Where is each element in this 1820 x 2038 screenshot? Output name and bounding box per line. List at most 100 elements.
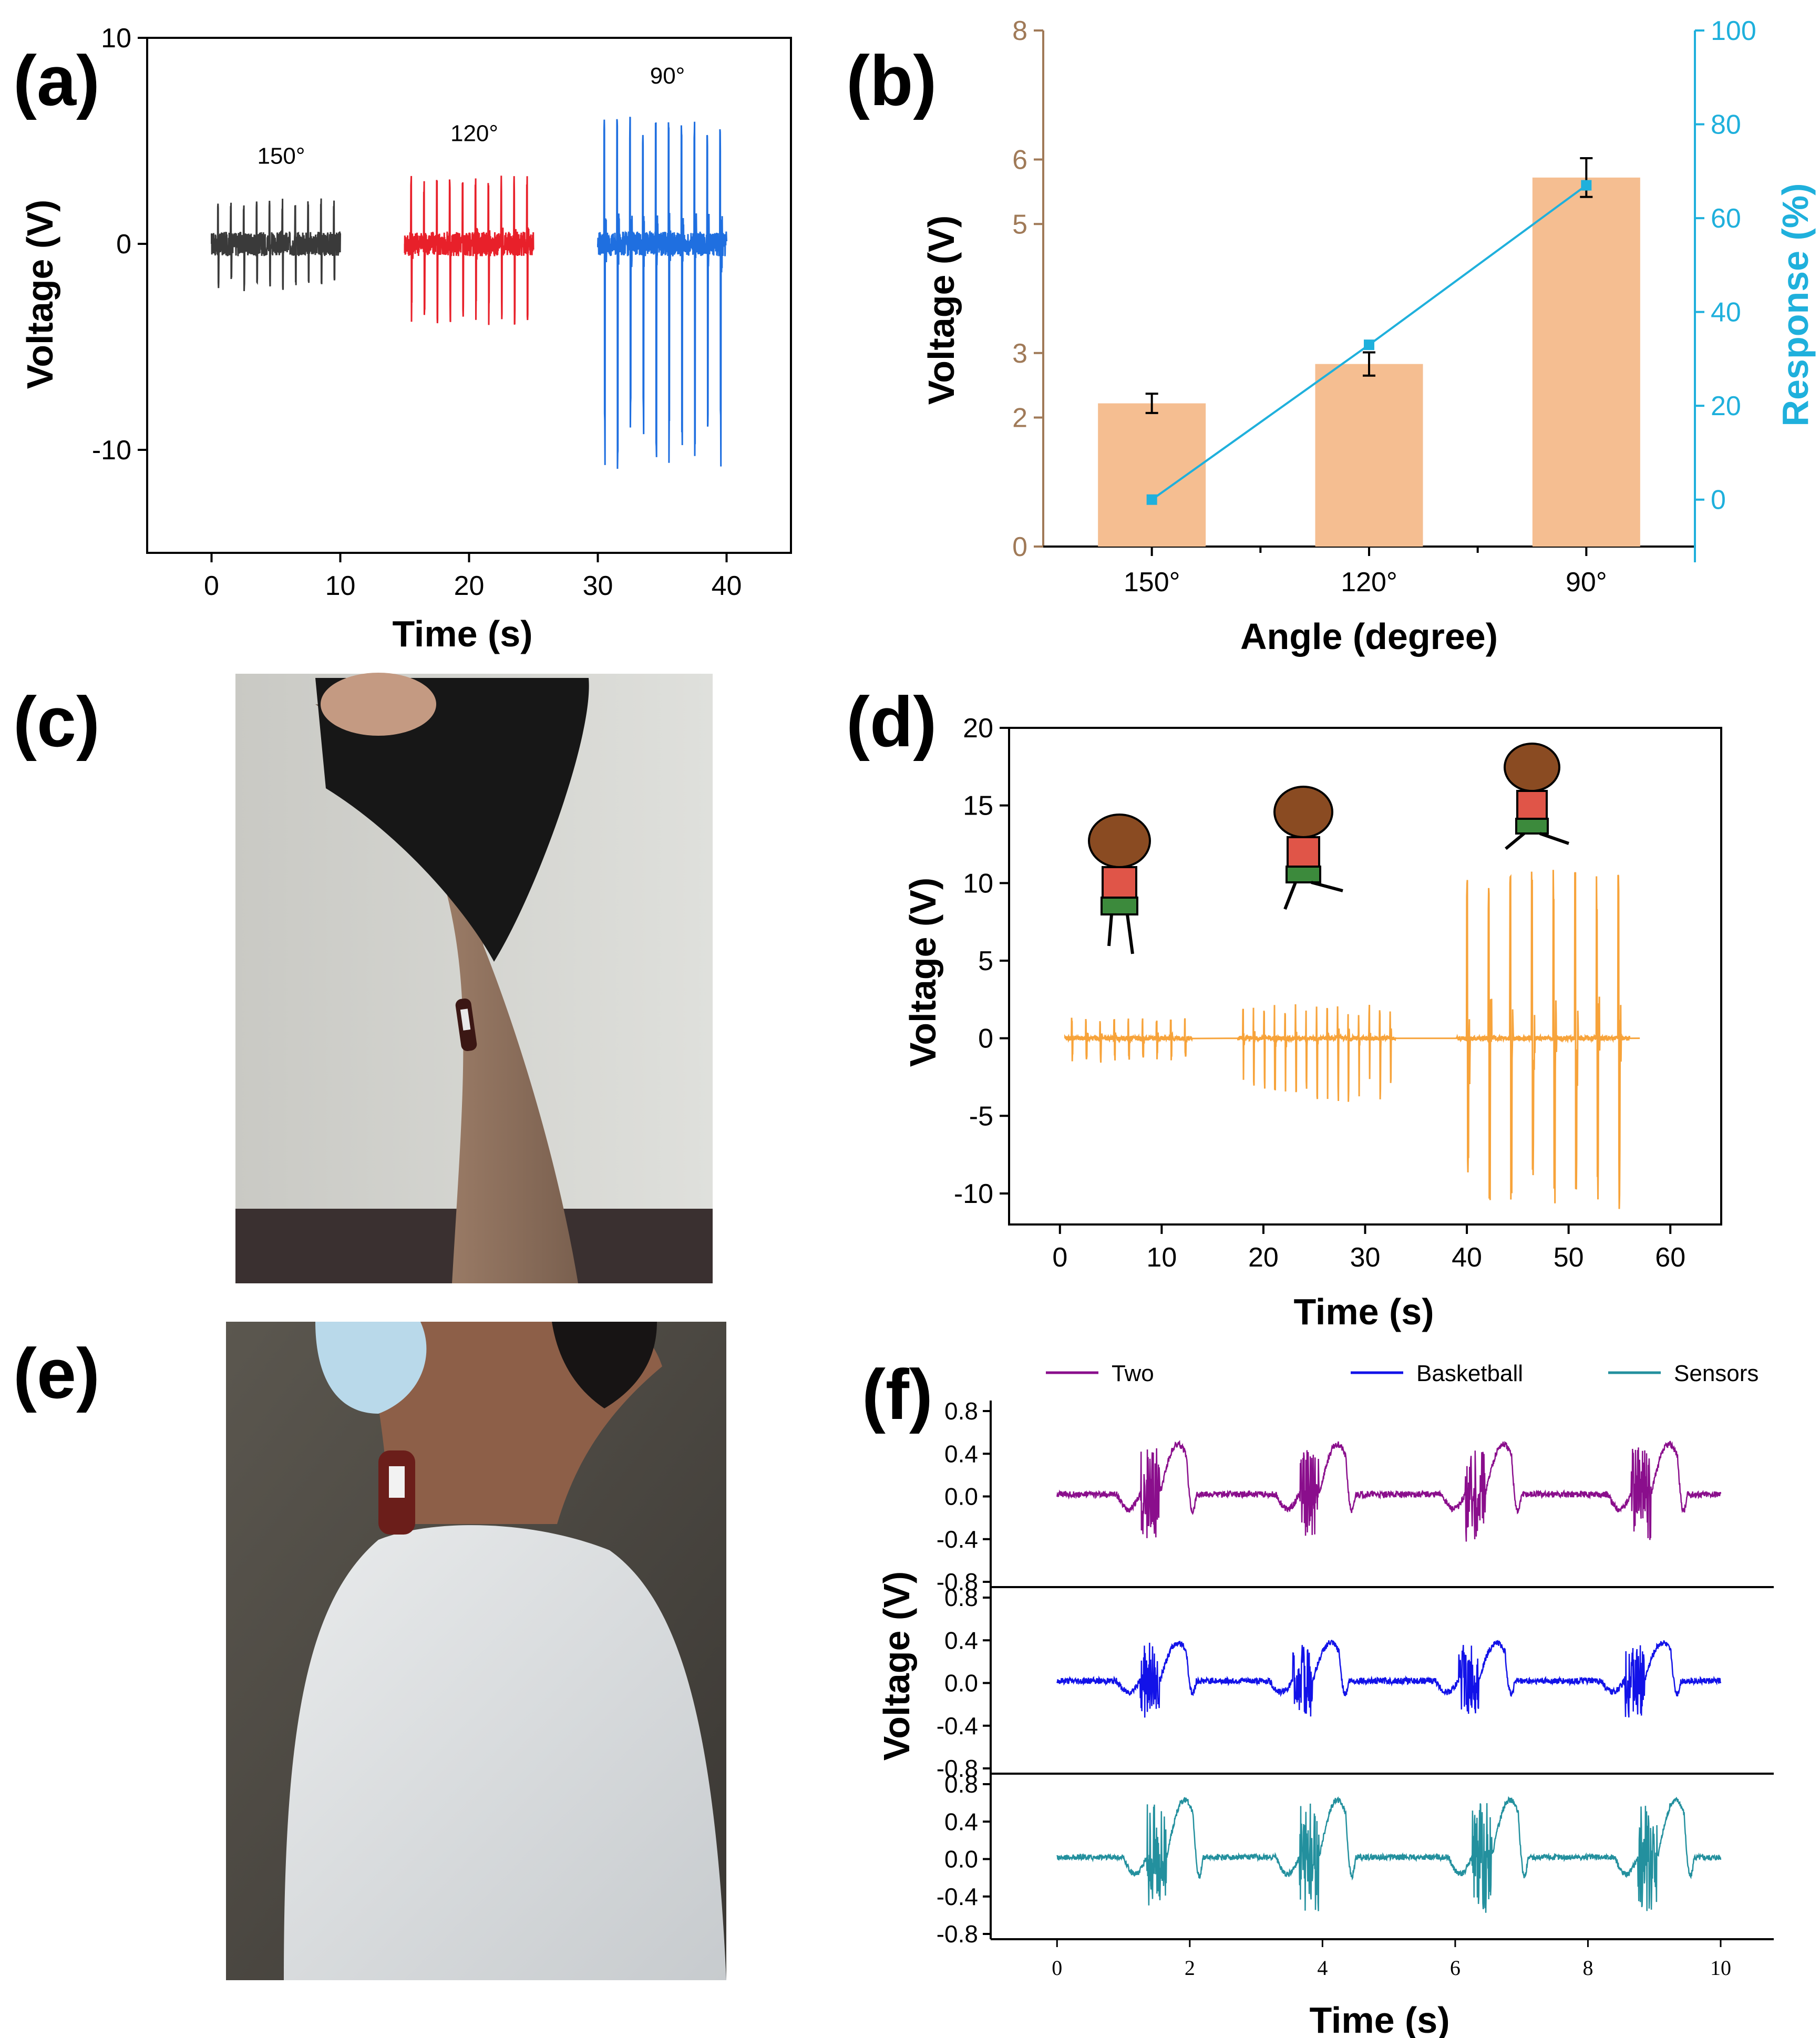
a-series-2 [597,116,727,469]
f-series-two [1056,1440,1722,1542]
panel-b-xlabel: Angle (degree) [1240,616,1498,657]
panel-d-frame [1008,727,1722,1226]
panel-b-ylabel-right: Response (%) [1775,183,1816,427]
d-ytick-label: 5 [978,946,993,976]
panel-d-ylabel: Voltage (V) [902,878,943,1067]
panel-label-e: (e) [13,1334,100,1413]
b-response-point [1146,494,1157,505]
d-xtick-label: 30 [1350,1242,1381,1273]
f-ytick-label: 0.4 [944,1808,978,1835]
a-xtick-label: 10 [325,571,356,601]
a-annotation: 150° [257,143,305,169]
b-bar [1315,364,1423,547]
b-ytick-right-label: 0 [1711,485,1726,516]
panel-a-chart: 0 10 20 30 40 -10 0 10 150° 120° 90° Time (s) Vol… [19,23,792,654]
d-ytick-label: -10 [954,1179,993,1209]
b-ytick-label: 3 [1012,338,1027,369]
f-ytick-label: 0.0 [944,1483,978,1510]
d-xtick-label: 0 [1052,1242,1067,1273]
f-ytick-label: 0.4 [944,1440,978,1467]
photo-knee-sensor [235,673,713,1283]
panel-b-ylabel: Voltage (V) [921,215,962,405]
a-series-1 [404,176,534,325]
f-ytick-label: 0.0 [944,1670,978,1697]
b-response-point [1581,180,1592,191]
cartoon-jumping-boy-icon [1504,743,1569,850]
cartoon-running-boy-icon [1273,786,1343,910]
a-ytick-label: 10 [101,23,131,54]
b-bar [1098,403,1206,547]
cartoon-walking-boy-icon [1088,814,1151,954]
b-ytick-label: 0 [1012,532,1027,562]
f-xtick-label: 4 [1317,1956,1328,1980]
a-annotation: 90° [650,63,685,89]
f-legend-label: Sensors [1674,1361,1759,1386]
b-response-point [1364,339,1374,351]
d-ytick-label: 15 [963,791,993,821]
f-ytick-label: -0.4 [937,1712,978,1739]
a-annotation: 120° [450,121,498,147]
panel-label-c: (c) [13,682,100,761]
f-ytick-label: 0.4 [944,1627,978,1654]
f-ytick-label: -0.4 [937,1526,978,1553]
d-ytick-label: 0 [978,1024,993,1054]
b-ytick-right-label: 40 [1711,297,1741,328]
b-ytick-label: 6 [1012,145,1027,176]
b-xtick-label: 120° [1341,567,1397,598]
b-ytick-label: 2 [1012,403,1027,434]
a-series-0 [211,198,341,291]
f-ytick-label: -0.8 [937,1920,978,1948]
a-xtick-label: 20 [454,571,485,601]
b-ytick-right-label: 60 [1711,203,1741,234]
f-ytick-label: 0.8 [944,1584,978,1611]
f-legend-label: Two [1112,1361,1154,1386]
d-series-voltage [1064,870,1640,1209]
b-xtick-label: 90° [1566,567,1607,598]
panel-label-a: (a) [13,41,100,120]
d-xtick-label: 40 [1452,1242,1482,1273]
d-ytick-label: 20 [963,713,993,744]
f-xtick-label: 10 [1710,1956,1731,1980]
f-ytick-label: -0.8 [937,1568,978,1596]
b-ytick-right-label: 100 [1711,16,1756,46]
b-ytick-right-label: 20 [1711,391,1741,421]
f-legend-label: Basketball [1416,1361,1523,1386]
f-ytick-label: 0.8 [944,1771,978,1798]
b-xtick-label: 150° [1124,567,1180,598]
b-ytick-right-label: 80 [1711,110,1741,140]
panel-a-ylabel: Voltage (V) [19,200,60,389]
b-ytick-label: 5 [1012,209,1027,240]
a-ytick-label: -10 [92,435,131,466]
panel-f-chart: Two Basketball Sensors 0.80.40.0-0.4-0.80.… [876,1361,1774,2038]
panel-label-b: (b) [846,41,937,120]
f-ytick-label: -0.8 [937,1755,978,1782]
panel-f-ylabel: Voltage (V) [876,1571,917,1761]
f-ytick-label: 0.0 [944,1846,978,1873]
d-ytick-label: -5 [969,1101,993,1131]
panel-d-chart: 0 10 20 30 40 50 60 -10 -5 0 5 10 15 20 Time (s) Volt… [902,713,1722,1332]
b-ytick-label: 8 [1012,16,1027,46]
a-xtick-label: 40 [712,571,742,601]
f-series-sensors [1056,1796,1722,1913]
panel-a-xlabel: Time (s) [392,613,532,654]
b-bar [1532,177,1640,547]
f-xtick-label: 6 [1450,1956,1461,1980]
panel-label-f: (f) [862,1355,933,1434]
f-xtick-label: 0 [1052,1956,1062,1980]
f-xtick-label: 8 [1582,1956,1593,1980]
a-xtick-label: 0 [204,571,219,601]
d-xtick-label: 10 [1146,1242,1177,1273]
a-xtick-label: 30 [583,571,613,601]
d-xtick-label: 50 [1554,1242,1584,1273]
f-series-basketball [1056,1639,1722,1718]
d-ytick-label: 10 [963,868,993,899]
panel-label-d: (d) [846,682,937,761]
d-xtick-label: 60 [1655,1242,1685,1273]
f-ytick-label: -0.4 [937,1883,978,1910]
f-xtick-label: 2 [1185,1956,1195,1980]
panel-d-xlabel: Time (s) [1293,1291,1434,1332]
a-ytick-label: 0 [116,229,131,260]
photo-neck-sensor [226,1322,726,1980]
